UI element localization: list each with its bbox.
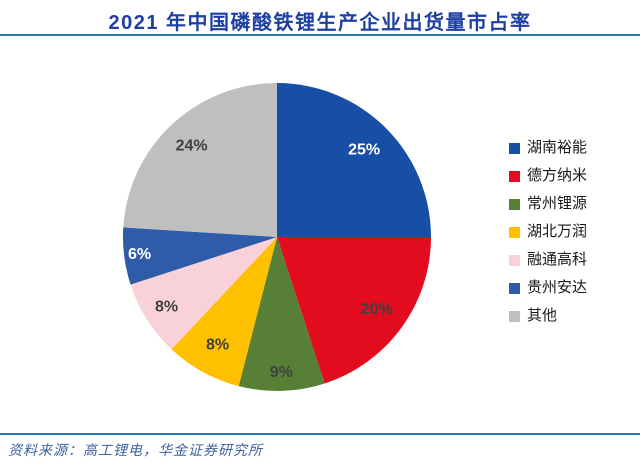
legend-swatch-icon <box>509 199 520 210</box>
pie-slice-label-0: 25% <box>348 141 380 158</box>
pie-slice-label-1: 20% <box>361 301 393 318</box>
legend-item-3: 湖北万润 <box>509 225 587 240</box>
footer-divider <box>0 433 640 435</box>
page-title: 2021 年中国磷酸铁锂生产企业出货量市占率 <box>108 12 532 34</box>
pie-slice-label-3: 8% <box>206 337 229 354</box>
legend-swatch-icon <box>509 143 520 154</box>
legend-item-6: 其他 <box>509 309 587 324</box>
pie-slice-4 <box>130 237 277 350</box>
legend-label: 湖南裕能 <box>527 140 588 156</box>
pie-slice-label-2: 9% <box>270 364 293 381</box>
pie-slice-label-5: 6% <box>128 246 151 263</box>
pie-slice-1 <box>277 237 431 384</box>
source-note: 资料来源：高工锂电，华金证券研究所 <box>8 444 263 459</box>
pie-slice-label-6: 24% <box>176 138 208 155</box>
legend-item-1: 德方纳米 <box>509 169 587 184</box>
legend: 湖南裕能德方纳米常州锂源湖北万润融通高科贵州安达其他 <box>509 141 587 324</box>
legend-swatch-icon <box>509 227 520 238</box>
legend-item-0: 湖南裕能 <box>509 141 587 156</box>
header-divider <box>0 34 640 36</box>
legend-item-5: 贵州安达 <box>509 281 587 296</box>
pie-slice-label-4: 8% <box>155 299 178 316</box>
legend-label: 其他 <box>527 308 558 324</box>
pie-slice-6 <box>123 82 277 238</box>
legend-label: 贵州安达 <box>527 280 588 296</box>
pie-slice-5 <box>122 227 277 285</box>
legend-label: 湖北万润 <box>527 224 588 240</box>
legend-label: 德方纳米 <box>527 168 588 184</box>
legend-swatch-icon <box>509 171 520 182</box>
legend-swatch-icon <box>509 311 520 322</box>
pie-slice-0 <box>277 83 431 237</box>
pie-slice-2 <box>238 237 325 391</box>
legend-swatch-icon <box>509 255 520 266</box>
legend-label: 常州锂源 <box>527 196 588 212</box>
legend-swatch-icon <box>509 283 520 294</box>
legend-item-4: 融通高科 <box>509 253 587 268</box>
legend-item-2: 常州锂源 <box>509 197 587 212</box>
legend-label: 融通高科 <box>527 252 588 268</box>
pie-slice-3 <box>171 237 277 387</box>
